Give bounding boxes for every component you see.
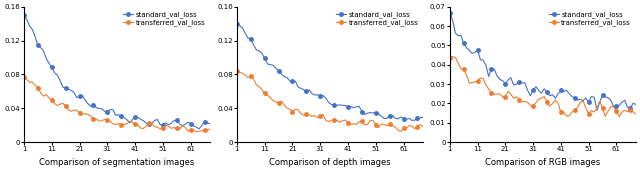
standard_val_loss xyxy=(524,89,531,91)
transferred_val_loss xyxy=(65,109,72,111)
transferred_val_loss xyxy=(311,115,319,117)
X-axis label: Comparison of depth images: Comparison of depth images xyxy=(269,158,391,167)
Line: transferred_val_loss: transferred_val_loss xyxy=(448,55,637,118)
standard_val_loss xyxy=(419,116,427,118)
transferred_val_loss xyxy=(596,100,604,102)
standard_val_loss xyxy=(490,68,498,70)
Line: transferred_val_loss: transferred_val_loss xyxy=(22,75,212,134)
X-axis label: Comparison of RGB images: Comparison of RGB images xyxy=(485,158,600,167)
transferred_val_loss xyxy=(62,105,70,107)
transferred_val_loss xyxy=(615,116,623,118)
transferred_val_loss xyxy=(129,121,136,123)
standard_val_loss xyxy=(311,94,319,96)
transferred_val_loss xyxy=(582,107,589,109)
Line: transferred_val_loss: transferred_val_loss xyxy=(236,69,425,133)
transferred_val_loss xyxy=(621,109,628,111)
transferred_val_loss xyxy=(397,130,404,132)
Legend: standard_val_loss, transferred_val_loss: standard_val_loss, transferred_val_loss xyxy=(122,10,207,28)
standard_val_loss xyxy=(206,123,214,125)
Line: standard_val_loss: standard_val_loss xyxy=(236,22,425,122)
standard_val_loss xyxy=(20,14,28,16)
transferred_val_loss xyxy=(612,110,620,112)
Legend: standard_val_loss, transferred_val_loss: standard_val_loss, transferred_val_loss xyxy=(335,10,419,28)
standard_val_loss xyxy=(632,103,639,105)
transferred_val_loss xyxy=(341,119,349,121)
standard_val_loss xyxy=(554,93,562,95)
transferred_val_loss xyxy=(618,111,626,113)
standard_val_loss xyxy=(65,88,72,90)
standard_val_loss xyxy=(195,128,203,130)
standard_val_loss xyxy=(446,12,454,14)
transferred_val_loss xyxy=(449,56,456,58)
X-axis label: Comparison of segmentation images: Comparison of segmentation images xyxy=(40,158,195,167)
standard_val_loss xyxy=(341,104,349,107)
standard_val_loss xyxy=(408,119,416,121)
transferred_val_loss xyxy=(233,70,241,72)
standard_val_loss xyxy=(129,119,136,121)
transferred_val_loss xyxy=(187,129,195,131)
transferred_val_loss xyxy=(573,106,581,108)
standard_val_loss xyxy=(98,108,106,110)
standard_val_loss xyxy=(552,97,559,99)
Line: standard_val_loss: standard_val_loss xyxy=(22,13,212,131)
standard_val_loss xyxy=(615,104,623,107)
Legend: standard_val_loss, transferred_val_loss: standard_val_loss, transferred_val_loss xyxy=(547,10,632,28)
Line: standard_val_loss: standard_val_loss xyxy=(448,11,637,112)
transferred_val_loss xyxy=(632,113,639,115)
transferred_val_loss xyxy=(193,131,200,133)
transferred_val_loss xyxy=(278,100,285,102)
standard_val_loss xyxy=(488,68,495,70)
transferred_val_loss xyxy=(339,120,346,122)
transferred_val_loss xyxy=(98,120,106,122)
transferred_val_loss xyxy=(275,102,282,104)
standard_val_loss xyxy=(339,104,346,106)
standard_val_loss xyxy=(125,122,133,124)
standard_val_loss xyxy=(275,70,282,72)
standard_val_loss xyxy=(593,109,601,111)
transferred_val_loss xyxy=(20,76,28,78)
transferred_val_loss xyxy=(419,126,427,128)
transferred_val_loss xyxy=(446,57,454,59)
standard_val_loss xyxy=(62,87,70,89)
standard_val_loss xyxy=(400,118,408,120)
standard_val_loss xyxy=(233,23,241,25)
transferred_val_loss xyxy=(125,120,133,122)
standard_val_loss xyxy=(278,73,285,75)
transferred_val_loss xyxy=(403,127,410,129)
standard_val_loss xyxy=(187,123,195,125)
transferred_val_loss xyxy=(206,128,214,130)
